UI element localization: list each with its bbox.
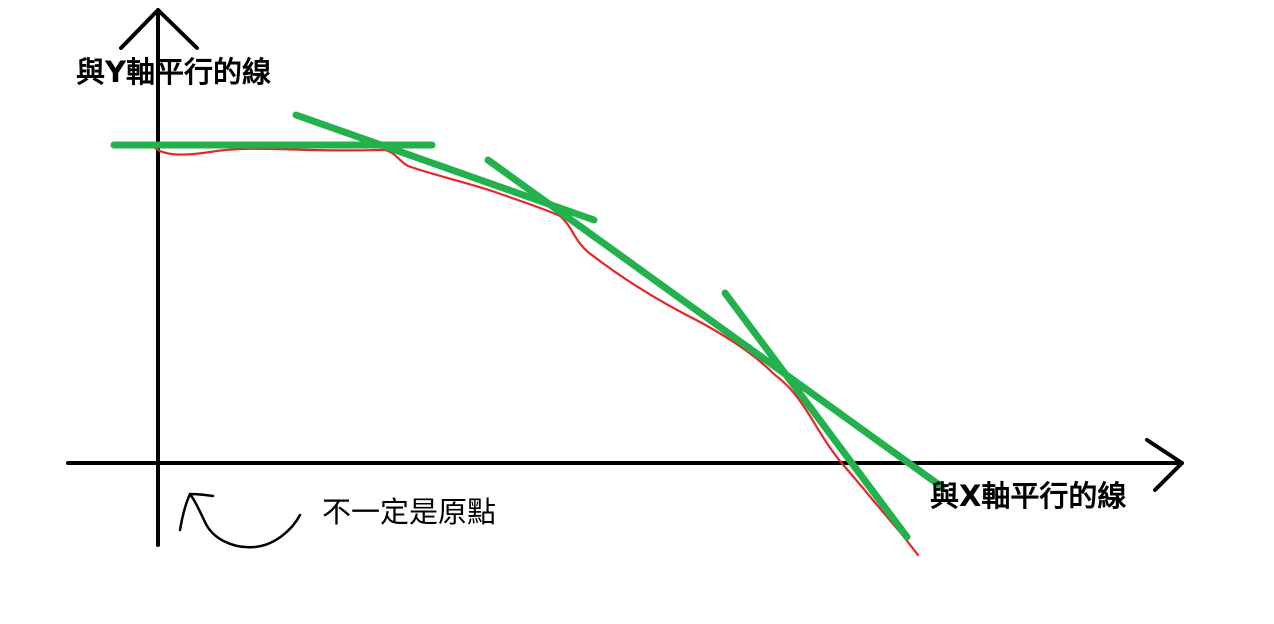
tangent-line-3 (484, 156, 946, 491)
y-axis-arrowhead (119, 8, 199, 50)
x-axis (66, 438, 1184, 492)
x-axis-parallel-label: 與X軸平行的線 (930, 479, 1127, 513)
red-curve (153, 146, 920, 557)
origin-pointer-arrow (178, 492, 302, 549)
y-axis (119, 8, 199, 547)
origin-note-label: 不一定是原點 (322, 495, 497, 529)
x-axis-arrowhead (1145, 438, 1184, 492)
tangent-lines (110, 111, 946, 541)
y-axis-parallel-label: 與Y軸平行的線 (76, 55, 271, 89)
tangent-line-4 (721, 289, 911, 541)
